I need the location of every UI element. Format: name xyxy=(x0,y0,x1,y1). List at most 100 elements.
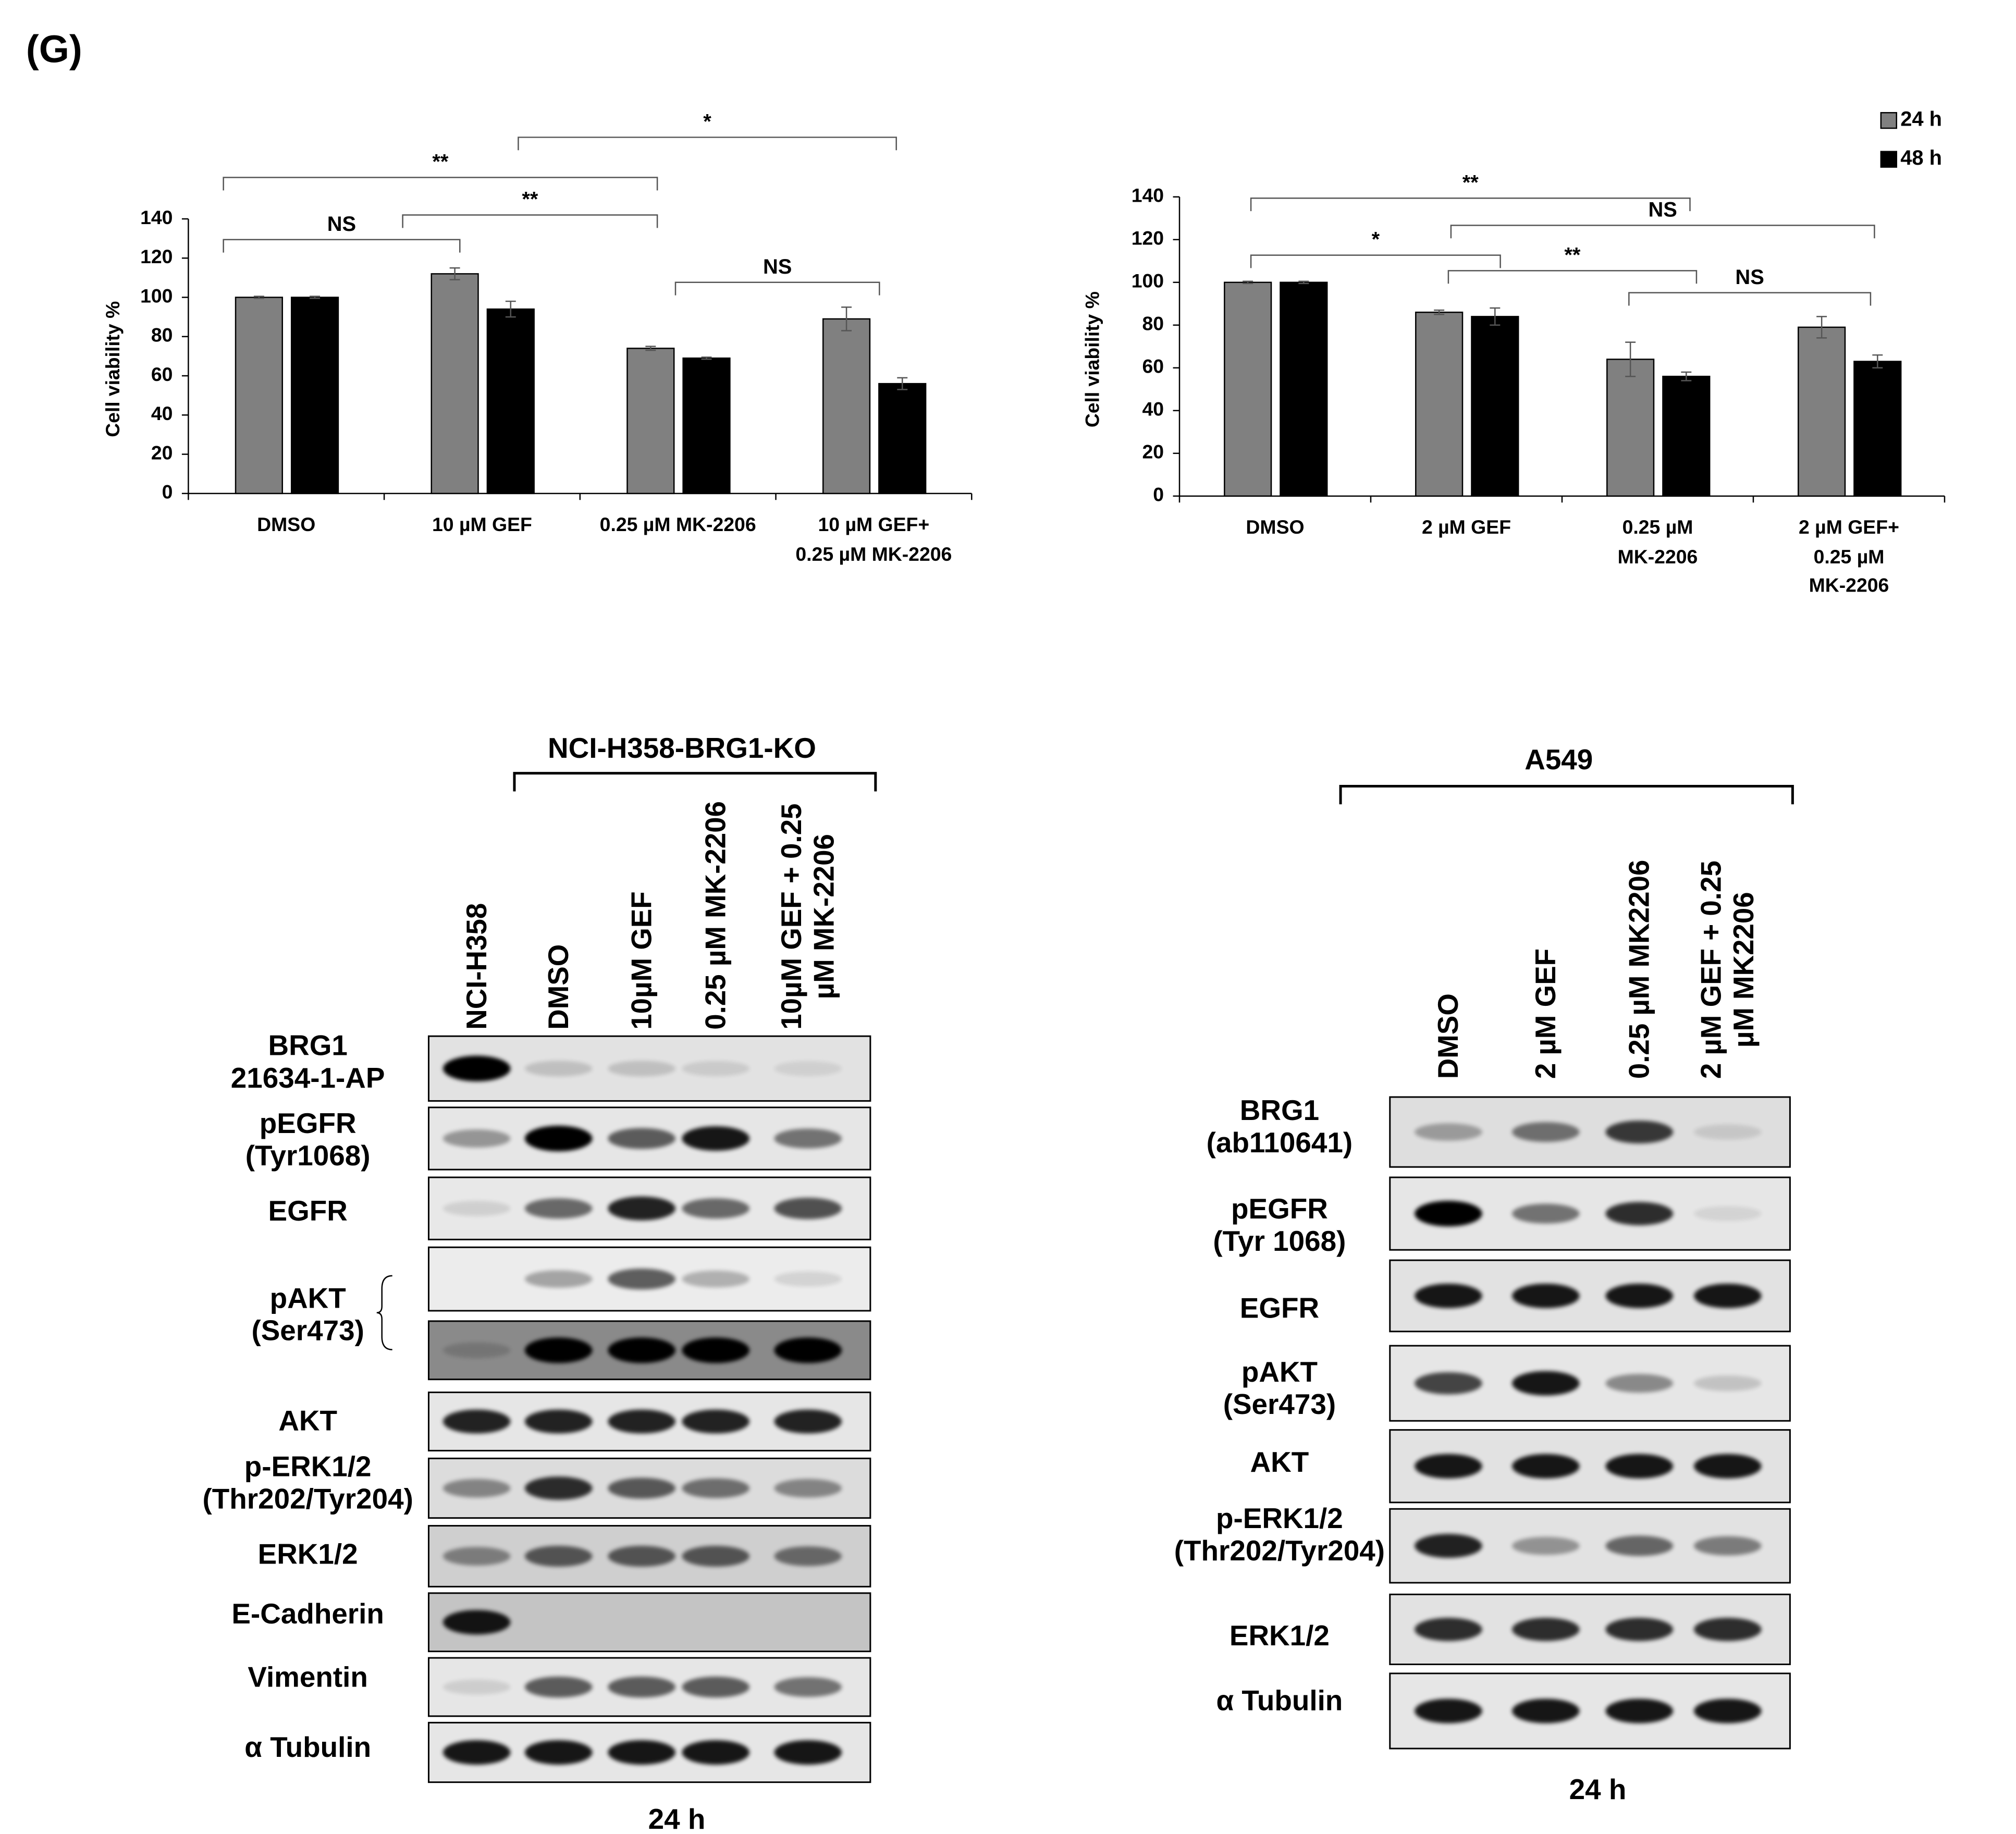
y-tick-label: 60 xyxy=(1142,355,1164,377)
blot-title: A549 xyxy=(1525,743,1593,776)
blot-band xyxy=(442,1479,511,1498)
blot-band xyxy=(682,1676,750,1698)
blot-band xyxy=(1415,1454,1482,1479)
lane-label: 0.25 µM MK2206 xyxy=(1622,859,1656,1079)
y-tick-label: 40 xyxy=(151,402,173,424)
significance-label: NS xyxy=(763,255,792,278)
y-axis-label: Cell viability % xyxy=(102,301,124,437)
blot-band xyxy=(682,1337,750,1363)
blot-band xyxy=(608,1740,675,1765)
blot-band xyxy=(524,1409,593,1434)
blot-band xyxy=(524,1061,593,1077)
y-tick-label: 20 xyxy=(1142,441,1164,463)
bar xyxy=(1415,311,1464,497)
blot-band xyxy=(1693,1454,1762,1479)
y-tick-label: 120 xyxy=(1132,227,1164,249)
row-label: BRG1 21634-1-AP xyxy=(230,1029,385,1094)
blot-band xyxy=(608,1061,675,1077)
blot-band xyxy=(524,1125,593,1152)
row-label: α Tubulin xyxy=(1216,1684,1343,1717)
blot-band xyxy=(1512,1283,1580,1308)
bar xyxy=(290,297,339,495)
y-axis-label: Cell viability % xyxy=(1081,291,1103,427)
blot-band xyxy=(1693,1618,1762,1641)
blot-band xyxy=(608,1269,675,1290)
bar xyxy=(1798,326,1846,497)
error-bar xyxy=(1872,354,1883,369)
legend-label: 48 h xyxy=(1900,146,1942,169)
blot-band xyxy=(1512,1536,1580,1555)
blot-band xyxy=(608,1128,675,1149)
blot-band xyxy=(1605,1121,1674,1143)
blot-band xyxy=(774,1740,842,1765)
lane-label: DMSO xyxy=(1432,993,1465,1079)
blot-band xyxy=(608,1337,675,1363)
bar xyxy=(235,297,284,495)
blot-band xyxy=(608,1676,675,1698)
blot-band xyxy=(1415,1618,1482,1641)
row-label: EGFR xyxy=(1239,1291,1320,1324)
blot-band xyxy=(1512,1371,1580,1396)
legend-swatch xyxy=(1880,151,1898,168)
significance-bracket xyxy=(223,177,658,191)
blot-time: 24 h xyxy=(1569,1773,1627,1806)
blot-band xyxy=(774,1409,842,1434)
row-label: ERK1/2 xyxy=(257,1537,358,1570)
blot-band xyxy=(1512,1618,1580,1641)
blot-band xyxy=(1415,1534,1482,1558)
blot-band xyxy=(1693,1536,1762,1556)
y-tick-label: 140 xyxy=(1132,184,1164,206)
significance-label: NS xyxy=(1648,199,1677,221)
legend-swatch xyxy=(1880,112,1898,129)
blot-band xyxy=(442,1679,511,1695)
blot-band xyxy=(774,1128,842,1149)
x-tick-label: 10 µM GEF+ 0.25 µM MK-2206 xyxy=(795,514,952,565)
row-label: p-ERK1/2 (Thr202/Tyr204) xyxy=(202,1450,413,1516)
blot-band xyxy=(608,1545,675,1567)
blot-band xyxy=(774,1677,842,1697)
error-bar xyxy=(253,296,264,299)
bar xyxy=(878,383,927,495)
blot-band xyxy=(1512,1454,1580,1479)
blot-band xyxy=(442,1129,511,1148)
blot-band xyxy=(774,1479,842,1498)
lane-label: 2 µM GEF xyxy=(1529,948,1562,1079)
bar xyxy=(1471,316,1519,497)
blot-bracket xyxy=(1339,785,1794,805)
blot-band xyxy=(1605,1698,1674,1724)
significance-bracket xyxy=(1628,292,1872,306)
error-bar xyxy=(1625,341,1636,377)
row-label: pEGFR (Tyr 1068) xyxy=(1213,1192,1346,1258)
blot-band xyxy=(524,1198,593,1219)
blot-band xyxy=(442,1342,511,1358)
blot-band xyxy=(442,1055,511,1081)
blot-band xyxy=(774,1198,842,1220)
x-tick-label: 2 µM GEF xyxy=(1421,516,1511,539)
row-label: BRG1 (ab110641) xyxy=(1206,1094,1353,1160)
blot-band xyxy=(682,1409,750,1434)
blot-band xyxy=(774,1546,842,1566)
bar xyxy=(822,318,871,495)
significance-bracket xyxy=(1250,197,1691,212)
bar xyxy=(486,308,535,495)
lane-label: 2 µM GEF + 0.25 µM MK2206 xyxy=(1694,860,1761,1079)
significance-label: ** xyxy=(432,151,449,174)
blot-band xyxy=(524,1337,593,1363)
y-tick-label: 0 xyxy=(1153,484,1164,506)
blot-band xyxy=(774,1337,842,1363)
blot-band xyxy=(442,1201,511,1216)
blot-band xyxy=(1693,1698,1762,1724)
blot-band xyxy=(442,1547,511,1566)
blot-band xyxy=(524,1476,593,1500)
error-bar xyxy=(1816,316,1827,339)
error-bar xyxy=(841,306,852,331)
significance-bracket xyxy=(1450,225,1875,239)
significance-bracket xyxy=(674,281,880,296)
blot-band xyxy=(682,1740,750,1765)
blot-bracket xyxy=(513,772,877,792)
significance-label: NS xyxy=(1735,266,1764,289)
significance-label: NS xyxy=(327,213,356,236)
y-tick-label: 140 xyxy=(140,206,173,228)
